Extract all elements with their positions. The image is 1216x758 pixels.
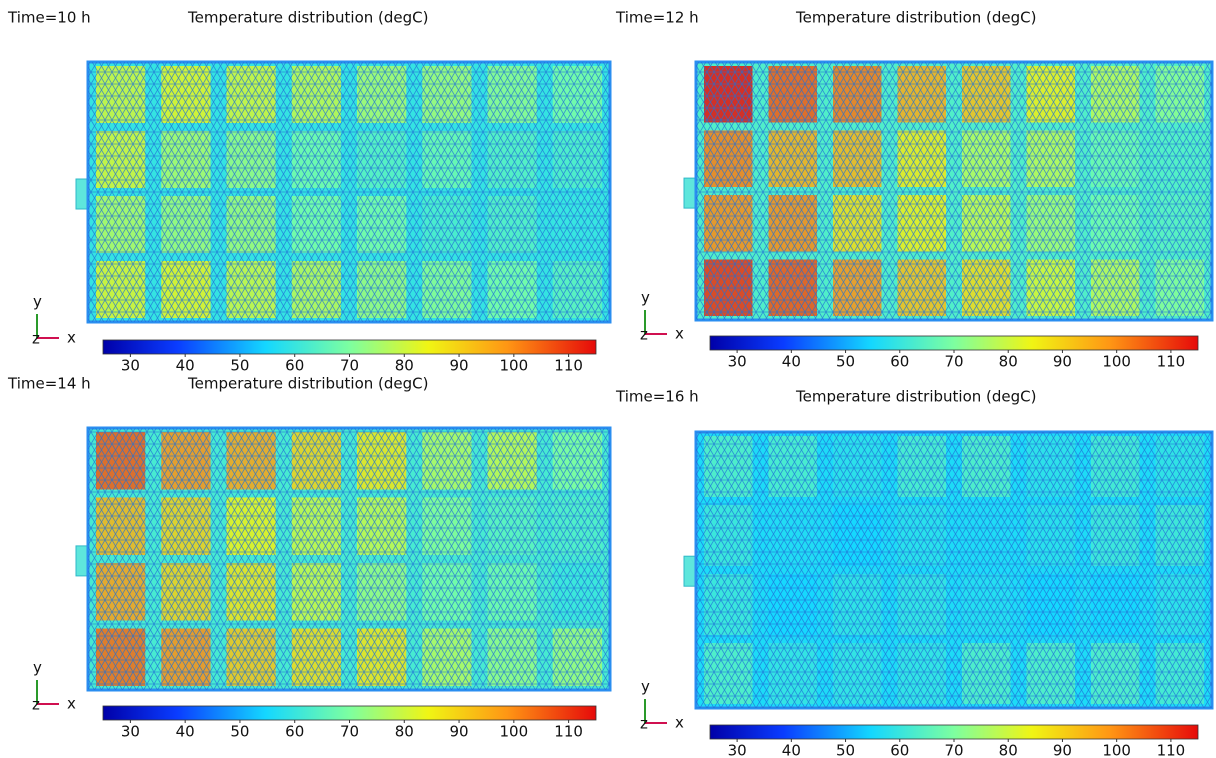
colorbar-tick-label: 70 bbox=[340, 357, 359, 375]
colorbar bbox=[709, 335, 1199, 351]
axis-z-label: z bbox=[32, 696, 40, 714]
colorbar-tick-label: 60 bbox=[890, 353, 909, 371]
axis-x-label: x bbox=[67, 329, 76, 347]
colorbar-tick-label: 80 bbox=[395, 357, 414, 375]
colorbar-tick-label: 100 bbox=[1102, 742, 1131, 758]
colorbar-tick-label: 100 bbox=[500, 357, 529, 375]
panel: Time=14 h Temperature distribution (degC)… bbox=[7, 375, 612, 741]
colorbar bbox=[102, 705, 597, 721]
colorbar-tick-label: 30 bbox=[121, 723, 140, 741]
colorbar-tick-label: 50 bbox=[836, 353, 855, 371]
colorbar-tick-label: 70 bbox=[944, 742, 963, 758]
axis-y-label: y bbox=[33, 293, 42, 311]
colorbar-tick-label: 30 bbox=[728, 742, 747, 758]
panel: Time=10 h Temperature distribution (degC)… bbox=[7, 9, 612, 375]
colorbar-tick-label: 60 bbox=[890, 742, 909, 758]
panel-title: Temperature distribution (degC) bbox=[187, 9, 428, 27]
mesh bbox=[696, 432, 1212, 708]
colorbar-tick-label: 50 bbox=[230, 723, 249, 741]
colorbar-tick-label: 90 bbox=[450, 723, 469, 741]
colorbar-tick-label: 110 bbox=[554, 723, 583, 741]
colorbar-tick-label: 70 bbox=[944, 353, 963, 371]
colorbar-tick-label: 90 bbox=[450, 357, 469, 375]
axis-z-label: z bbox=[32, 330, 40, 348]
axis-x-label: x bbox=[675, 325, 684, 343]
colorbar-tick-label: 100 bbox=[1102, 353, 1131, 371]
colorbar-tick-label: 70 bbox=[340, 723, 359, 741]
colorbar-tick-label: 80 bbox=[999, 353, 1018, 371]
colorbar bbox=[709, 724, 1199, 740]
panel: Time=16 h Temperature distribution (degC)… bbox=[615, 388, 1214, 758]
axis-z-label: z bbox=[640, 326, 648, 344]
colorbar-tick-label: 90 bbox=[1053, 742, 1072, 758]
mesh bbox=[88, 428, 610, 690]
colorbar-tick-label: 100 bbox=[500, 723, 529, 741]
colorbar-tick-label: 40 bbox=[176, 723, 195, 741]
panel-title: Temperature distribution (degC) bbox=[187, 375, 428, 393]
colorbar-tick-label: 110 bbox=[554, 357, 583, 375]
colorbar-tick-label: 60 bbox=[285, 723, 304, 741]
mesh bbox=[88, 62, 610, 322]
colorbar-tick-label: 50 bbox=[836, 742, 855, 758]
colorbar-tick-label: 110 bbox=[1157, 353, 1186, 371]
colorbar-tick-label: 30 bbox=[728, 353, 747, 371]
colorbar-tick-label: 80 bbox=[999, 742, 1018, 758]
panel-title: Temperature distribution (degC) bbox=[795, 9, 1036, 27]
colorbar-tick-label: 50 bbox=[230, 357, 249, 375]
axis-z-label: z bbox=[640, 715, 648, 733]
axis-x-label: x bbox=[675, 714, 684, 732]
panel: Time=12 h Temperature distribution (degC)… bbox=[615, 9, 1214, 371]
colorbar-tick-label: 40 bbox=[176, 357, 195, 375]
colorbar-tick-label: 30 bbox=[121, 357, 140, 375]
colorbar-tick-label: 40 bbox=[782, 353, 801, 371]
time-label: Time=14 h bbox=[7, 375, 91, 393]
colorbar-tick-label: 110 bbox=[1157, 742, 1186, 758]
panel-title: Temperature distribution (degC) bbox=[795, 388, 1036, 406]
colorbar-tick-label: 40 bbox=[782, 742, 801, 758]
time-label: Time=12 h bbox=[615, 9, 699, 27]
axis-y-label: y bbox=[641, 678, 650, 696]
axis-x-label: x bbox=[67, 695, 76, 713]
axis-y-label: y bbox=[641, 289, 650, 307]
colorbar bbox=[102, 339, 597, 355]
colorbar-tick-label: 90 bbox=[1053, 353, 1072, 371]
time-label: Time=10 h bbox=[7, 9, 91, 27]
colorbar-tick-label: 60 bbox=[285, 357, 304, 375]
mesh bbox=[696, 62, 1212, 320]
time-label: Time=16 h bbox=[615, 388, 699, 406]
colorbar-tick-label: 80 bbox=[395, 723, 414, 741]
axis-y-label: y bbox=[33, 659, 42, 677]
